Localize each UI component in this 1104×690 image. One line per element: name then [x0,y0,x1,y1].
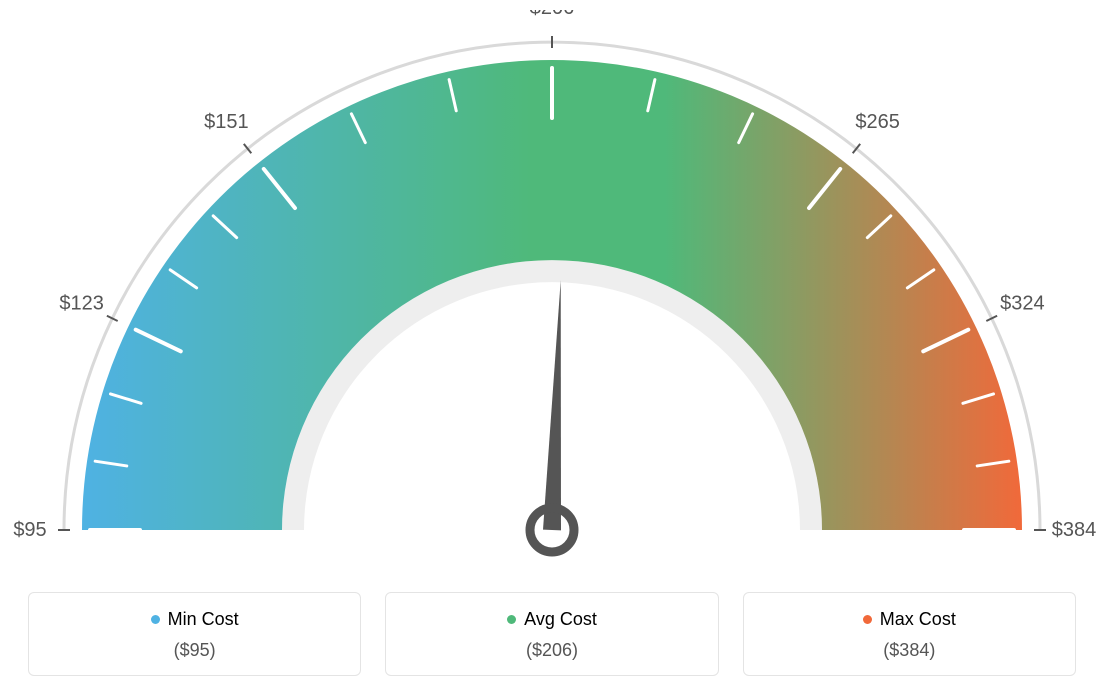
legend-box-max: Max Cost ($384) [743,592,1076,676]
legend-box-avg: Avg Cost ($206) [385,592,718,676]
svg-text:$265: $265 [855,111,900,133]
legend-title-avg: Avg Cost [507,609,597,630]
legend-dot-max [863,615,872,624]
svg-text:$95: $95 [13,519,46,541]
cost-gauge-chart: $95 $123 $151 $206 $265 $324 $384 [0,10,1104,570]
svg-text:$123: $123 [59,293,104,315]
gauge-svg: $95 $123 $151 $206 $265 $324 $384 [0,10,1104,570]
svg-text:$206: $206 [530,10,575,19]
legend-row: Min Cost ($95) Avg Cost ($206) Max Cost … [28,592,1076,676]
svg-text:$151: $151 [204,111,249,133]
legend-label-max: Max Cost [880,609,956,630]
legend-value-avg: ($206) [396,640,707,661]
legend-dot-min [151,615,160,624]
legend-label-avg: Avg Cost [524,609,597,630]
legend-value-min: ($95) [39,640,350,661]
legend-label-min: Min Cost [168,609,239,630]
svg-text:$384: $384 [1052,519,1097,541]
legend-box-min: Min Cost ($95) [28,592,361,676]
legend-title-max: Max Cost [863,609,956,630]
legend-dot-avg [507,615,516,624]
legend-title-min: Min Cost [151,609,239,630]
legend-value-max: ($384) [754,640,1065,661]
svg-text:$324: $324 [1000,293,1045,315]
